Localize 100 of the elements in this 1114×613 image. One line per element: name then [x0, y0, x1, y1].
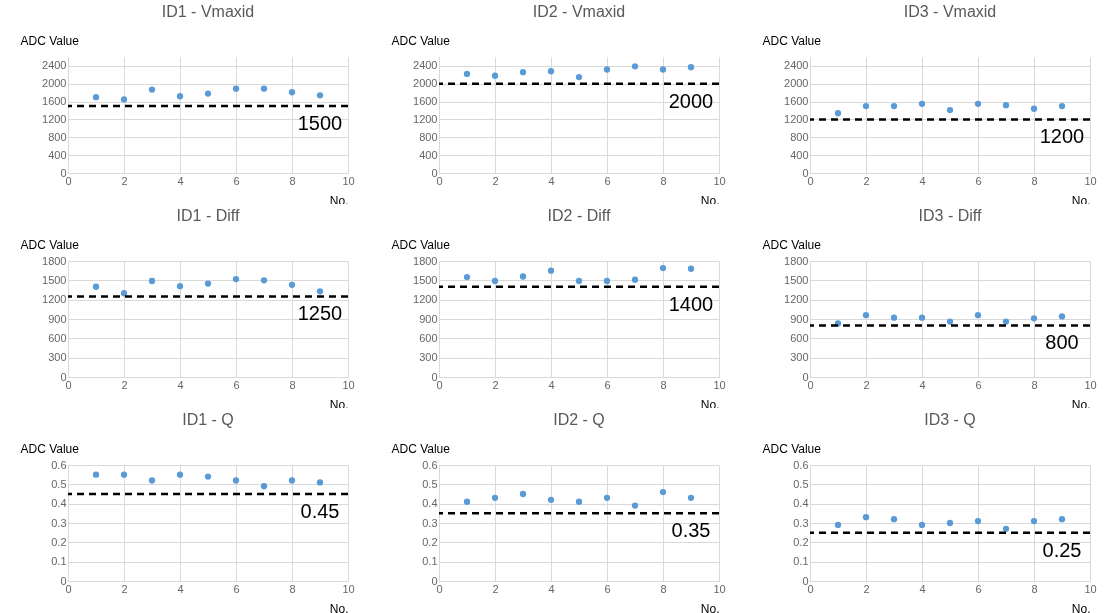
- y-tick-label: 0: [60, 370, 67, 383]
- chart-title: ID3 - Diff: [918, 207, 982, 224]
- x-tick-label: 8: [1031, 174, 1038, 187]
- y-tick-label: 0.6: [51, 458, 67, 471]
- x-tick-label: 2: [492, 582, 499, 595]
- point: [519, 490, 527, 498]
- point: [687, 265, 695, 272]
- y-tick-label: 1200: [42, 293, 67, 306]
- y-tick-label: 0.4: [793, 497, 809, 510]
- y-axis-title: ADC Value: [391, 33, 451, 48]
- x-tick-label: 2: [863, 378, 870, 391]
- point: [92, 283, 100, 290]
- point: [862, 311, 870, 319]
- x-axis-title: No.: [700, 601, 720, 613]
- x-tick-label: 10: [342, 582, 355, 595]
- y-tick-label: 300: [790, 351, 809, 364]
- point: [316, 288, 324, 295]
- point: [946, 106, 954, 114]
- point: [463, 273, 471, 281]
- y-tick-label: 1500: [42, 273, 67, 286]
- point: [890, 515, 898, 523]
- point: [918, 100, 926, 107]
- x-tick-label: 6: [233, 582, 240, 595]
- point: [204, 90, 212, 97]
- x-tick-label: 10: [713, 174, 726, 187]
- y-axis-title: ADC Value: [20, 33, 80, 48]
- y-tick-label: 400: [419, 148, 438, 161]
- y-tick-label: 1200: [784, 293, 809, 306]
- x-tick-label: 2: [863, 582, 870, 595]
- point: [92, 94, 100, 101]
- point: [491, 277, 499, 285]
- x-tick-label: 4: [919, 174, 926, 187]
- x-tick-label: 4: [177, 582, 184, 595]
- y-tick-label: 300: [48, 351, 67, 364]
- ref-line-label: 800: [1045, 331, 1079, 354]
- point: [1030, 517, 1038, 525]
- point: [890, 102, 898, 110]
- y-tick-label: 0: [431, 370, 438, 383]
- y-tick-label: 600: [419, 331, 438, 344]
- x-tick-label: 4: [548, 174, 555, 187]
- y-tick-label: 300: [419, 351, 438, 364]
- y-tick-label: 0.1: [793, 555, 809, 568]
- ref-line-label: 0.25: [1042, 538, 1082, 561]
- point: [1058, 102, 1066, 110]
- point: [547, 267, 555, 274]
- y-tick-label: 600: [790, 331, 809, 344]
- x-tick-label: 6: [975, 174, 982, 187]
- point: [260, 483, 268, 490]
- ref-line-label: 1400: [668, 292, 714, 315]
- point: [862, 514, 870, 521]
- point: [946, 318, 954, 325]
- y-tick-label: 0.2: [422, 535, 438, 548]
- y-tick-label: 800: [419, 130, 438, 143]
- x-tick-label: 8: [289, 582, 296, 595]
- point: [120, 96, 128, 103]
- y-tick-label: 2400: [784, 59, 809, 72]
- point: [491, 72, 499, 79]
- y-tick-label: 2400: [413, 59, 438, 72]
- point: [519, 69, 527, 76]
- chart-title: ID2 - Diff: [547, 207, 611, 224]
- x-tick-label: 6: [604, 378, 611, 391]
- point: [575, 498, 583, 505]
- point: [260, 85, 268, 92]
- point: [687, 494, 695, 502]
- y-tick-label: 1800: [42, 254, 67, 267]
- x-tick-label: 4: [919, 378, 926, 391]
- y-tick-label: 400: [48, 148, 67, 161]
- point: [631, 63, 639, 70]
- point: [120, 471, 128, 478]
- point: [519, 273, 527, 280]
- point: [603, 494, 611, 502]
- x-tick-label: 6: [604, 174, 611, 187]
- y-tick-label: 0.1: [422, 555, 438, 568]
- chart-title: ID3 - Q: [924, 411, 976, 428]
- x-tick-label: 10: [342, 378, 355, 391]
- point: [974, 311, 982, 319]
- y-tick-label: 0: [60, 166, 67, 179]
- point: [148, 277, 156, 285]
- point: [1002, 318, 1010, 325]
- point: [288, 89, 296, 96]
- x-tick-label: 6: [975, 378, 982, 391]
- x-tick-label: 6: [233, 378, 240, 391]
- x-tick-label: 2: [863, 174, 870, 187]
- y-axis-title: ADC Value: [20, 237, 80, 252]
- x-tick-label: 6: [975, 582, 982, 595]
- point: [92, 471, 100, 478]
- chart-title: ID1 - Q: [182, 411, 234, 428]
- point: [946, 519, 954, 527]
- x-tick-label: 6: [233, 174, 240, 187]
- x-tick-label: 2: [121, 582, 128, 595]
- y-tick-label: 600: [48, 331, 67, 344]
- point: [1058, 313, 1066, 320]
- y-tick-label: 1500: [784, 273, 809, 286]
- point: [547, 496, 555, 503]
- y-tick-label: 0.3: [793, 516, 809, 529]
- point: [862, 102, 870, 110]
- x-tick-label: 8: [660, 582, 667, 595]
- y-tick-label: 0.6: [793, 458, 809, 471]
- x-tick-label: 4: [548, 582, 555, 595]
- x-tick-label: 4: [548, 378, 555, 391]
